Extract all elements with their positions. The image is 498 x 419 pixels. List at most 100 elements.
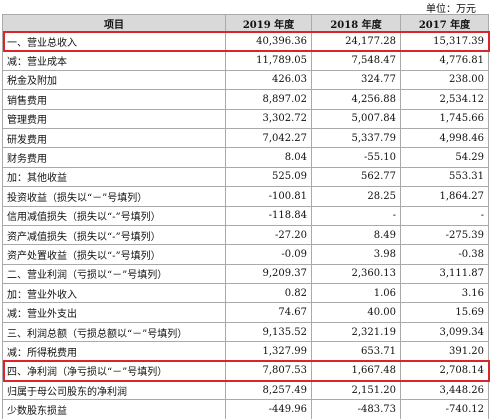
cell-value: -100.81 [225, 186, 312, 207]
row-label: 税金及附加 [2, 69, 226, 91]
cell-value: - [311, 205, 401, 226]
cell-value: 391.20 [400, 341, 489, 362]
cell-value: 7,042.27 [225, 127, 312, 149]
table-row: 三、利润总额（亏损总额以“－”号填列） 9,135.52 2,321.19 3,099… [2, 321, 489, 343]
cell-value: 7,548.47 [311, 50, 401, 71]
cell-value: 238.00 [400, 69, 489, 91]
table-row: 信用减值损失（损失以“-”号填列） -118.84- - [2, 205, 489, 226]
cell-value: 1,327.99 [225, 341, 312, 362]
row-label: 信用减值损失（损失以“-”号填列） [2, 205, 226, 226]
cell-value: 2,360.13 [311, 263, 401, 285]
cell-value: 525.09 [225, 166, 312, 188]
cell-value: -740.12 [400, 399, 489, 419]
table-row: 财务费用 8.04 -55.10 54.29 [2, 147, 489, 168]
row-label: 管理费用 [2, 108, 226, 129]
cell-value: 3,111.87 [400, 263, 489, 285]
cell-value: 5,337.79 [311, 127, 401, 149]
cell-value: -55.10 [311, 147, 401, 168]
table-row: 减：营业成本 11,789.05 7,548.47 4,776.81 [2, 50, 489, 71]
table-row: 研发费用 7,042.27 5,337.79 4,998.46 [2, 127, 489, 149]
cell-value: 562.77 [311, 166, 401, 188]
cell-value: 426.03 [225, 69, 312, 91]
row-label: 二、营业利润（亏损以“－”号填列） [2, 263, 226, 285]
highlight-box [2, 360, 490, 382]
cell-value: 1,745.66 [400, 108, 489, 129]
table-row: 减：所得税费用 1,327.99 653.71 391.20 [2, 341, 489, 362]
cell-value: 3,302.72 [225, 108, 312, 129]
table-row: 少数股东损益 -449.96 -483.73 -740.12 [2, 399, 489, 419]
row-label: 财务费用 [2, 147, 226, 168]
cell-value: 8.04 [225, 147, 312, 168]
cell-value: -483.73 [311, 399, 401, 419]
column-header: 项目 [2, 14, 226, 32]
cell-value: 8.49 [311, 224, 401, 246]
header-row: 项目 2019 年度 2018 年度 2017 年度 [2, 14, 489, 32]
table-row: 归属于母公司股东的净利润 8,257.49 2,151.20 3,448.26 [2, 380, 489, 401]
row-label: 加：营业外收入 [2, 283, 226, 304]
row-label: 减：营业成本 [2, 50, 226, 71]
cell-value: 54.29 [400, 147, 489, 168]
table-row: 二、营业利润（亏损以“－”号填列） 9,209.37 2,360.13 3,111.8… [2, 263, 489, 285]
row-label: 三、利润总额（亏损总额以“－”号填列） [2, 321, 226, 343]
row-label: 加：其他收益 [2, 166, 226, 188]
cell-value: 553.31 [400, 166, 489, 188]
row-label: 资产处置收益（损失以“-”号填列） [2, 244, 226, 265]
highlight-box [2, 30, 490, 52]
column-header: 2017 年度 [400, 14, 489, 32]
cell-value: 3.16 [400, 283, 489, 304]
cell-value: 3.98 [311, 244, 401, 265]
income-table: 项目 2019 年度 2018 年度 2017 年度 一、营业总收入 40,396.36… [2, 14, 489, 419]
cell-value: -449.96 [225, 399, 312, 419]
cell-value: -27.20 [225, 224, 312, 246]
cell-value: 4,776.81 [400, 50, 489, 71]
cell-value: 1,864.27 [400, 186, 489, 207]
cell-value: 1.06 [311, 283, 401, 304]
cell-value: 2,534.12 [400, 89, 489, 110]
table-row: 投资收益（损失以“－”号填列） -100.81 28.25 1,864.27 [2, 186, 489, 207]
row-label: 销售费用 [2, 89, 226, 110]
cell-value: 11,789.05 [225, 50, 312, 71]
cell-value: 8,897.02 [225, 89, 312, 110]
cell-value: 324.77 [311, 69, 401, 91]
cell-value: 15.69 [400, 302, 489, 323]
row-label: 减：营业外支出 [2, 302, 226, 323]
cell-value: 2,151.20 [311, 380, 401, 401]
cell-value: 9,135.52 [225, 321, 312, 343]
cell-value: 653.71 [311, 341, 401, 362]
table-row: 一、营业总收入 40,396.36 24,177.28 15,317.39 [2, 30, 489, 52]
column-header: 2018 年度 [311, 14, 401, 32]
cell-value: - [400, 205, 489, 226]
cell-value: 3,448.26 [400, 380, 489, 401]
unit-label: 单位：万元 [426, 4, 476, 15]
row-label: 减：所得税费用 [2, 341, 226, 362]
cell-value: -275.39 [400, 224, 489, 246]
row-label: 归属于母公司股东的净利润 [2, 380, 226, 401]
cell-value: 74.67 [225, 302, 312, 323]
row-label: 少数股东损益 [2, 399, 226, 419]
row-label: 投资收益（损失以“－”号填列） [2, 186, 226, 207]
cell-value: 28.25 [311, 186, 401, 207]
table-row: 减：营业外支出 74.67 40.00 15.69 [2, 302, 489, 323]
cell-value: -118.84 [225, 205, 312, 226]
cell-value: -0.38 [400, 244, 489, 265]
cell-value: 5,007.84 [311, 108, 401, 129]
table-row: 加：营业外收入 0.82 1.06 3.16 [2, 283, 489, 304]
table-row: 加：其他收益 525.09 562.77 553.31 [2, 166, 489, 188]
row-label: 资产减值损失（损失以“-”号填列） [2, 224, 226, 246]
cell-value: 40.00 [311, 302, 401, 323]
cell-value: 3,099.34 [400, 321, 489, 343]
cell-value: -0.09 [225, 244, 312, 265]
table-row: 资产处置收益（损失以“-”号填列） -0.09 3.98 -0.38 [2, 244, 489, 265]
column-header: 2019 年度 [225, 14, 312, 32]
table-row: 管理费用 3,302.72 5,007.84 1,745.66 [2, 108, 489, 129]
cell-value: 9,209.37 [225, 263, 312, 285]
cell-value: 4,256.88 [311, 89, 401, 110]
cell-value: 2,321.19 [311, 321, 401, 343]
table-row: 税金及附加 426.03 324.77 238.00 [2, 69, 489, 91]
cell-value: 0.82 [225, 283, 312, 304]
cell-value: 4,998.46 [400, 127, 489, 149]
row-label: 研发费用 [2, 127, 226, 149]
table-row: 资产减值损失（损失以“-”号填列） -27.20 8.49 -275.39 [2, 224, 489, 246]
cell-value: 8,257.49 [225, 380, 312, 401]
